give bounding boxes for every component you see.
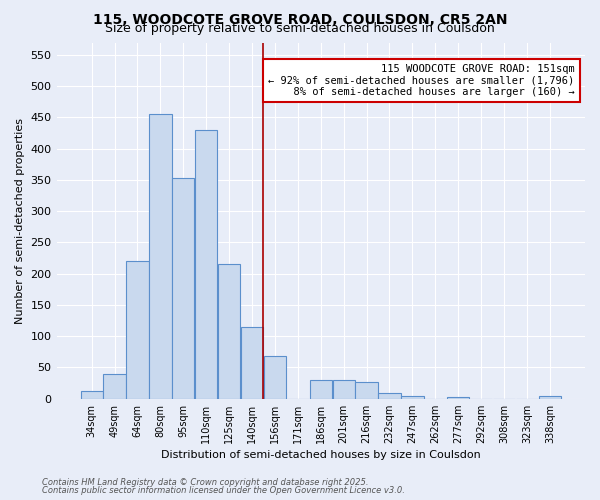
Y-axis label: Number of semi-detached properties: Number of semi-detached properties [15,118,25,324]
Bar [264,356,286,399]
Bar [149,114,172,399]
Text: 115 WOODCOTE GROVE ROAD: 151sqm
← 92% of semi-detached houses are smaller (1,796: 115 WOODCOTE GROVE ROAD: 151sqm ← 92% of… [268,64,574,97]
Bar [195,130,217,398]
Bar [127,261,149,398]
Bar [379,393,401,398]
Bar [172,178,194,398]
X-axis label: Distribution of semi-detached houses by size in Coulsdon: Distribution of semi-detached houses by … [161,450,481,460]
Bar [310,380,332,398]
Text: 115, WOODCOTE GROVE ROAD, COULSDON, CR5 2AN: 115, WOODCOTE GROVE ROAD, COULSDON, CR5 … [93,12,507,26]
Text: Size of property relative to semi-detached houses in Coulsdon: Size of property relative to semi-detach… [105,22,495,35]
Bar [539,396,561,398]
Bar [401,396,424,398]
Bar [103,374,125,398]
Text: Contains HM Land Registry data © Crown copyright and database right 2025.: Contains HM Land Registry data © Crown c… [42,478,368,487]
Bar [355,382,378,398]
Bar [241,327,263,398]
Bar [80,391,103,398]
Bar [218,264,240,398]
Text: Contains public sector information licensed under the Open Government Licence v3: Contains public sector information licen… [42,486,405,495]
Bar [447,397,469,398]
Bar [332,380,355,398]
